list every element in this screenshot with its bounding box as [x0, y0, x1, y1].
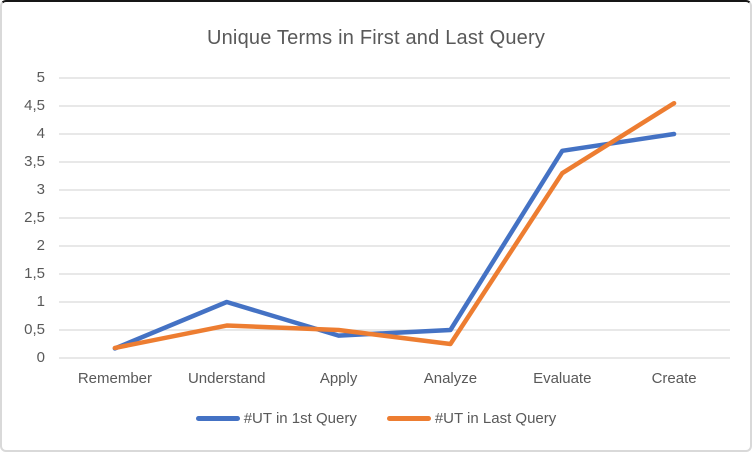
legend-item-1st-query: #UT in 1st Query: [195, 410, 357, 427]
legend: #UT in 1st Query #UT in Last Query: [2, 410, 750, 427]
x-axis-category-label: Remember: [77, 370, 152, 387]
legend-label-last-query: #UT in Last Query: [434, 410, 557, 427]
y-axis-tick-label: 3: [36, 181, 45, 198]
legend-line-swatch-last-query: [386, 416, 431, 421]
y-axis-tick-label: 2,5: [24, 209, 45, 226]
series-line-last-query: [112, 100, 677, 351]
y-axis-tick-label: 1: [36, 293, 45, 310]
legend-line-swatch-1st-query: [195, 416, 240, 421]
y-axis-tick-label: 2: [36, 237, 45, 254]
y-axis-tick-label: 0,5: [24, 321, 45, 338]
series-line-1st-query: [112, 131, 677, 351]
x-axis-category-label: Create: [651, 370, 697, 387]
y-axis-tick-label: 4: [36, 125, 45, 142]
y-axis-tick-label: 1,5: [24, 265, 45, 282]
y-axis-tick-label: 0: [36, 349, 45, 366]
x-axis-category-label: Evaluate: [533, 370, 592, 387]
legend-label-1st-query: #UT in 1st Query: [243, 410, 357, 427]
y-axis-tick-label: 5: [36, 69, 45, 86]
y-axis-tick-label: 4,5: [24, 97, 45, 114]
legend-item-last-query: #UT in Last Query: [386, 410, 557, 427]
y-axis-tick-label: 3,5: [24, 153, 45, 170]
x-axis-category-label: Apply: [319, 370, 358, 387]
x-axis-category-label: Understand: [187, 370, 266, 387]
x-axis-category-label: Analyze: [423, 370, 478, 387]
chart-title: Unique Terms in First and Last Query: [206, 27, 546, 49]
